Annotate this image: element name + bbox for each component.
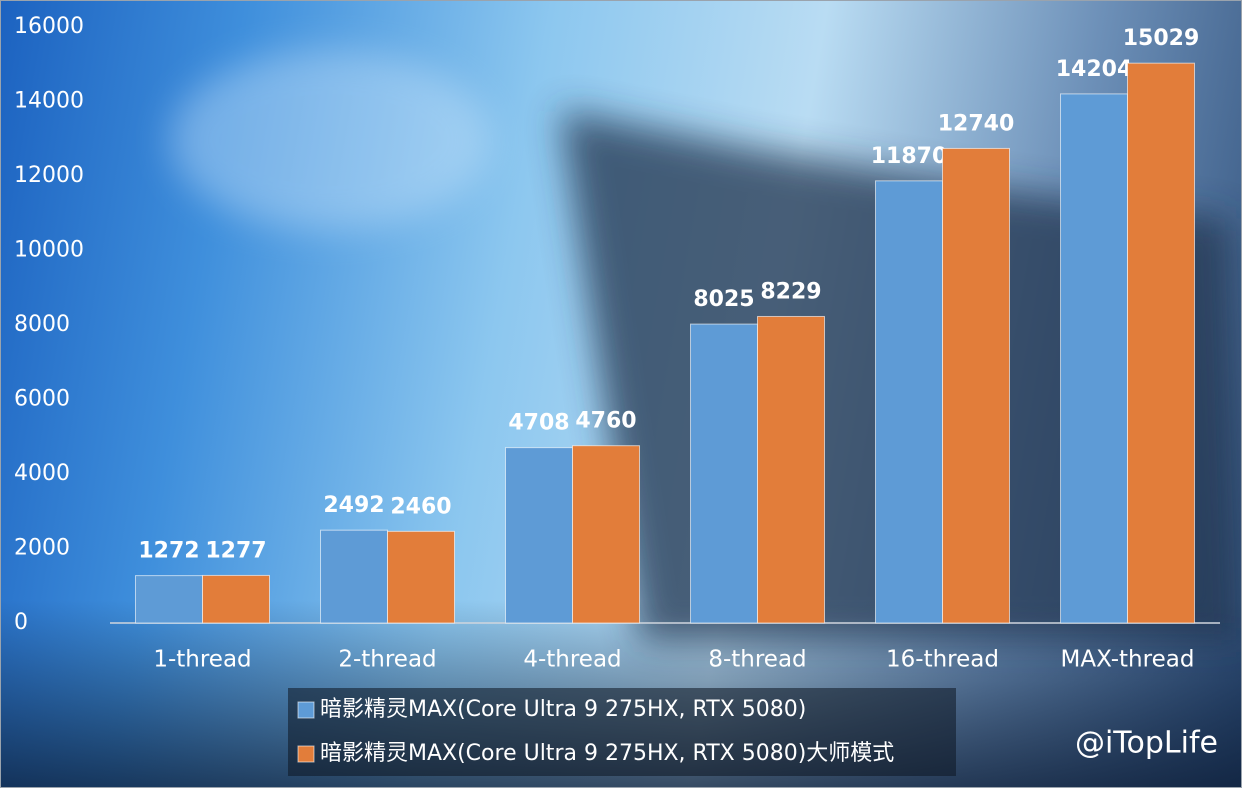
- y-tick-label: 14000: [14, 89, 84, 114]
- legend-box: [288, 688, 956, 776]
- y-tick-label: 16000: [14, 14, 84, 39]
- plot-area: 0 2000 4000 6000 8000 10000 12000 14000 16000 1-t…: [14, 14, 1220, 766]
- legend-label: 暗影精灵MAX(Core Ultra 9 275HX, RTX 5080): [320, 697, 806, 722]
- value-label: 1272: [138, 539, 199, 564]
- bar: [387, 530, 455, 624]
- bar: [757, 315, 825, 624]
- value-label: 12740: [938, 111, 1015, 136]
- value-label: 8025: [693, 287, 754, 312]
- value-label: 4708: [508, 411, 569, 436]
- x-tick-label: 8-thread: [708, 647, 806, 673]
- y-tick-label: 10000: [14, 238, 84, 263]
- value-label: 1277: [205, 538, 266, 563]
- legend-swatch: [297, 745, 315, 763]
- value-label: 15029: [1123, 26, 1200, 51]
- y-tick-label: 4000: [14, 461, 70, 486]
- x-tick-label: 16-thread: [886, 647, 999, 673]
- x-tick-label: MAX-thread: [1061, 647, 1195, 673]
- value-label: 2460: [390, 494, 451, 519]
- x-tick-label: 2-thread: [338, 647, 436, 673]
- bar: [690, 323, 758, 624]
- bar: [1127, 62, 1195, 624]
- value-label: 11870: [871, 144, 948, 169]
- value-label: 4760: [575, 409, 636, 434]
- x-tick-label: 4-thread: [523, 647, 621, 673]
- legend-swatch: [297, 701, 315, 719]
- bar: [202, 574, 270, 624]
- y-tick-label: 6000: [14, 387, 70, 412]
- y-tick-label: 2000: [14, 536, 70, 561]
- value-label: 8229: [760, 279, 821, 304]
- bar: [505, 447, 573, 624]
- bar: [942, 147, 1010, 624]
- legend-label: 暗影精灵MAX(Core Ultra 9 275HX, RTX 5080)大师模…: [320, 741, 894, 766]
- bar: [320, 529, 388, 624]
- bar: [875, 180, 943, 624]
- y-tick-label: 0: [14, 610, 28, 635]
- bar: [572, 445, 640, 624]
- x-tick-label: 1-thread: [153, 647, 251, 673]
- y-tick-label: 8000: [14, 312, 70, 337]
- bar: [1060, 93, 1128, 624]
- watermark: @iTopLife: [1075, 726, 1218, 761]
- background-glow: [170, 50, 490, 230]
- bar: [135, 575, 203, 624]
- y-tick-label: 12000: [14, 163, 84, 188]
- value-label: 2492: [323, 493, 384, 518]
- value-label: 14204: [1056, 57, 1133, 82]
